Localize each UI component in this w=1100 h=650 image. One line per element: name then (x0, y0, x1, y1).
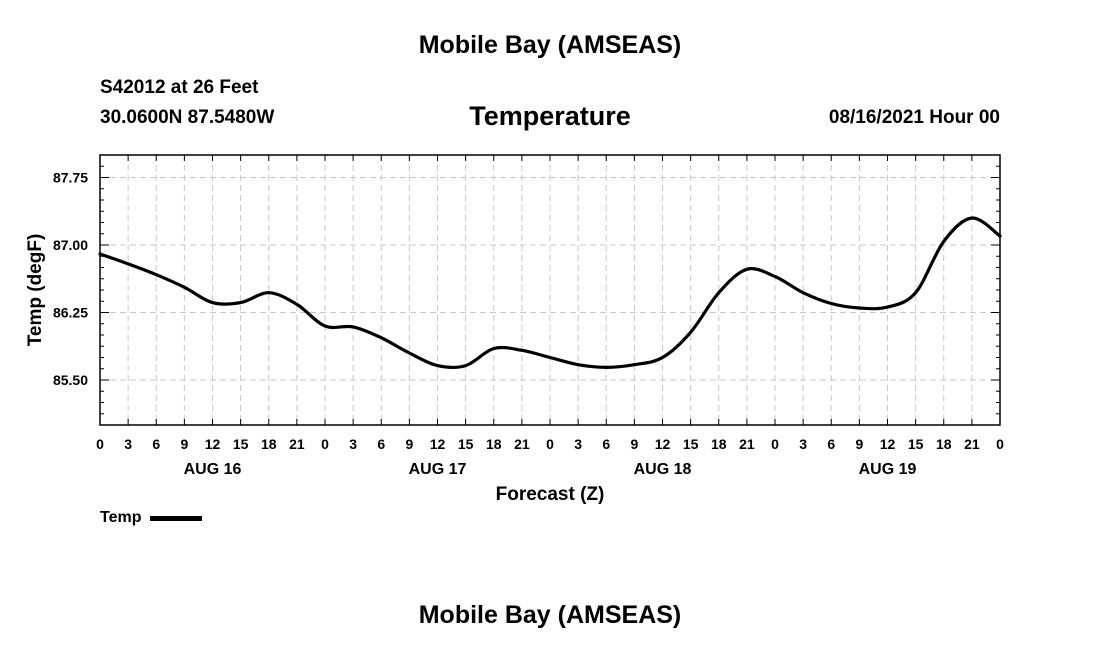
x-tick-label: 6 (827, 436, 835, 452)
x-tick-label: 18 (261, 436, 277, 452)
legend-line-swatch (150, 515, 203, 521)
x-tick-label: 21 (964, 436, 980, 452)
legend: Temp (100, 509, 203, 527)
x-tick-label: 6 (152, 436, 160, 452)
x-tick-label: 21 (289, 436, 305, 452)
y-tick-label: 87.00 (53, 237, 88, 253)
x-axis-title: Forecast (Z) (496, 484, 605, 505)
x-tick-label: 3 (799, 436, 807, 452)
x-tick-label: 15 (908, 436, 924, 452)
label-layer: 0 3 6 9 12 15 18 21 0 3 6 9 12 15 18 21 0 3 6 9 12 15 18 21 0 3 6 9… (53, 170, 1004, 479)
series-layer (98, 216, 1002, 370)
x-tick-label: 0 (321, 436, 329, 452)
parameter-title: Temperature (469, 101, 631, 131)
grid-layer (100, 155, 1000, 425)
x-tick-label: 3 (574, 436, 582, 452)
x-tick-label: 21 (739, 436, 755, 452)
page-title: Mobile Bay (AMSEAS) (418, 31, 682, 59)
legend-label: Temp (100, 509, 142, 526)
day-label: AUG 19 (859, 461, 917, 478)
x-tick-label: 3 (124, 436, 132, 452)
x-tick-label: 18 (711, 436, 727, 452)
x-tick-label: 12 (880, 436, 896, 452)
x-tick-label: 0 (546, 436, 554, 452)
x-tick-label: 21 (514, 436, 530, 452)
x-tick-label: 15 (233, 436, 249, 452)
y-axis-title: Temp (degF) (25, 234, 46, 347)
x-tick-label: 9 (180, 436, 188, 452)
x-tick-label: 9 (405, 436, 413, 452)
x-tick-label: 9 (630, 436, 638, 452)
x-tick-label: 6 (602, 436, 610, 452)
day-label: AUG 17 (409, 461, 467, 478)
temp-series-line (98, 216, 1002, 370)
day-label: AUG 18 (634, 461, 692, 478)
footer-title: Mobile Bay (AMSEAS) (418, 601, 682, 629)
x-tick-label: 12 (205, 436, 221, 452)
x-tick-label: 18 (936, 436, 952, 452)
y-tick-label: 86.25 (53, 305, 88, 321)
forecast-timestamp: 08/16/2021 Hour 00 (828, 107, 1000, 128)
x-tick-label: 0 (96, 436, 104, 452)
x-tick-label: 15 (683, 436, 699, 452)
x-tick-label: 15 (458, 436, 474, 452)
day-label: AUG 16 (184, 461, 242, 478)
y-tick-label: 85.50 (53, 372, 88, 388)
x-tick-label: 0 (771, 436, 779, 452)
x-tick-label: 0 (996, 436, 1004, 452)
station-label: S42012 at 26 Feet (100, 77, 259, 98)
coordinates-label: 30.0600N 87.5480W (100, 107, 275, 128)
tick-layer (99, 155, 1001, 425)
x-tick-label: 3 (349, 436, 357, 452)
x-tick-label: 9 (855, 436, 863, 452)
y-tick-label: 87.75 (53, 170, 88, 186)
x-tick-label: 12 (655, 436, 671, 452)
x-tick-label: 6 (377, 436, 385, 452)
x-tick-label: 18 (486, 436, 502, 452)
x-tick-label: 12 (430, 436, 446, 452)
